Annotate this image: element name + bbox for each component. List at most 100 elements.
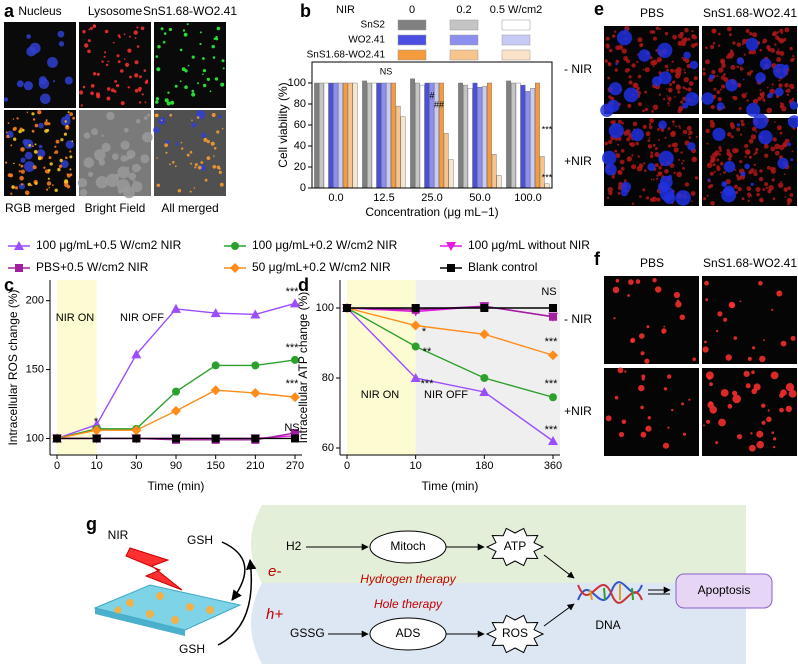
micrograph-spot <box>214 77 219 81</box>
micrograph-spot <box>28 144 32 147</box>
micrograph-spot <box>618 431 625 438</box>
micrograph-spot <box>780 102 782 105</box>
micrograph-spot <box>748 196 750 199</box>
micrograph-spot <box>730 65 736 70</box>
micrograph-spot <box>705 59 710 65</box>
micrograph-spot <box>774 87 784 97</box>
micrograph-spot <box>186 23 189 26</box>
micrograph-spot <box>49 162 53 166</box>
micrograph-spot <box>36 149 46 158</box>
panel-label: f <box>594 249 601 269</box>
micrograph-spot <box>640 43 644 47</box>
micrograph-spot <box>136 45 140 48</box>
micrograph-spot <box>24 151 33 160</box>
micrograph-spot <box>191 89 195 93</box>
data-point <box>251 361 260 370</box>
micrograph-spot <box>773 121 776 123</box>
micrograph-spot <box>617 119 622 124</box>
micrograph-spot <box>604 59 608 63</box>
micrograph-spot <box>751 388 757 395</box>
micrograph-spot <box>54 145 57 148</box>
bar <box>506 80 511 189</box>
micrograph-spot <box>33 150 38 154</box>
micrograph-spot <box>667 426 670 429</box>
lightning <box>125 547 183 591</box>
micrograph-spot <box>644 90 647 94</box>
micrograph-spot <box>190 162 193 165</box>
bar <box>314 82 319 189</box>
micrograph-spot <box>164 143 169 148</box>
data-point <box>92 434 101 443</box>
micrograph-spot <box>748 138 754 144</box>
micrograph-spot <box>608 123 624 139</box>
micrograph-spot <box>786 88 791 93</box>
micrograph-spot <box>117 166 130 179</box>
micrograph-spot <box>757 82 760 85</box>
micrograph-spot <box>694 42 699 46</box>
micrograph-spot <box>638 163 644 168</box>
micrograph-spot <box>18 163 21 166</box>
micrograph-spot <box>614 149 618 153</box>
micrograph-spot <box>770 146 776 152</box>
micrograph-spot <box>733 96 738 101</box>
micrograph-spot <box>10 192 13 195</box>
micrograph-spot <box>32 118 36 121</box>
micrograph-spot <box>771 431 775 435</box>
data-point <box>548 436 558 445</box>
micrograph-spot <box>770 48 776 53</box>
micrograph-spot <box>749 32 753 36</box>
annotation: *** <box>545 336 559 348</box>
micrograph-spot <box>31 112 35 116</box>
micrograph-spot <box>619 159 625 165</box>
micrograph-spot <box>637 102 643 107</box>
micrograph-spot <box>3 97 9 102</box>
micrograph-spot <box>92 24 97 28</box>
bar <box>391 82 396 189</box>
micrograph-spot <box>38 78 50 90</box>
micrograph-spot <box>758 280 763 286</box>
micrograph-spot <box>617 143 620 146</box>
data-point <box>290 392 300 403</box>
micrograph-spot <box>789 46 793 51</box>
data-point <box>290 298 300 308</box>
micrograph-spot <box>179 48 183 52</box>
micrograph-spot <box>767 92 773 99</box>
y-tick-label: 200 <box>26 295 44 307</box>
micrograph-spot <box>128 35 131 38</box>
micrograph-spot <box>692 357 696 362</box>
micrograph-spot <box>213 147 217 150</box>
micrograph-spot <box>652 278 657 283</box>
micrograph-spot <box>726 148 730 153</box>
micrograph-spot <box>766 86 769 89</box>
micrograph-spot <box>140 154 150 164</box>
micrograph-spot <box>47 168 51 172</box>
micrograph-spot <box>38 144 43 149</box>
micrograph-spot <box>784 82 789 88</box>
x-tick-label: 90 <box>170 460 182 472</box>
micrograph-spot <box>684 27 689 33</box>
micrograph-spot <box>736 57 745 65</box>
bar <box>371 82 377 189</box>
micrograph-spot <box>716 158 720 162</box>
micrograph-spot <box>90 26 93 30</box>
micrograph-spot <box>83 157 95 168</box>
x-tick-label: 25.0 <box>421 192 442 204</box>
micrograph-spot <box>704 280 709 286</box>
micrograph-spot <box>57 30 65 38</box>
micrograph-spot <box>605 36 610 41</box>
micrograph-spot <box>98 159 106 166</box>
micrograph-spot <box>659 27 662 30</box>
micrograph-spot <box>745 37 759 51</box>
micrograph-spot <box>767 409 770 412</box>
micrograph-spot <box>14 186 18 190</box>
bar <box>376 82 382 189</box>
micrograph-spot <box>716 90 721 94</box>
micrograph-spot <box>727 132 732 137</box>
column-label: SnS1.68-WO2.41 <box>703 6 797 20</box>
micrograph-spot <box>718 418 726 427</box>
micrograph-spot <box>12 127 16 131</box>
annotation: NIR OFF <box>120 312 164 324</box>
micrograph-spot <box>732 394 741 404</box>
micrograph-spot <box>756 430 764 438</box>
micrograph-spot <box>655 26 660 30</box>
